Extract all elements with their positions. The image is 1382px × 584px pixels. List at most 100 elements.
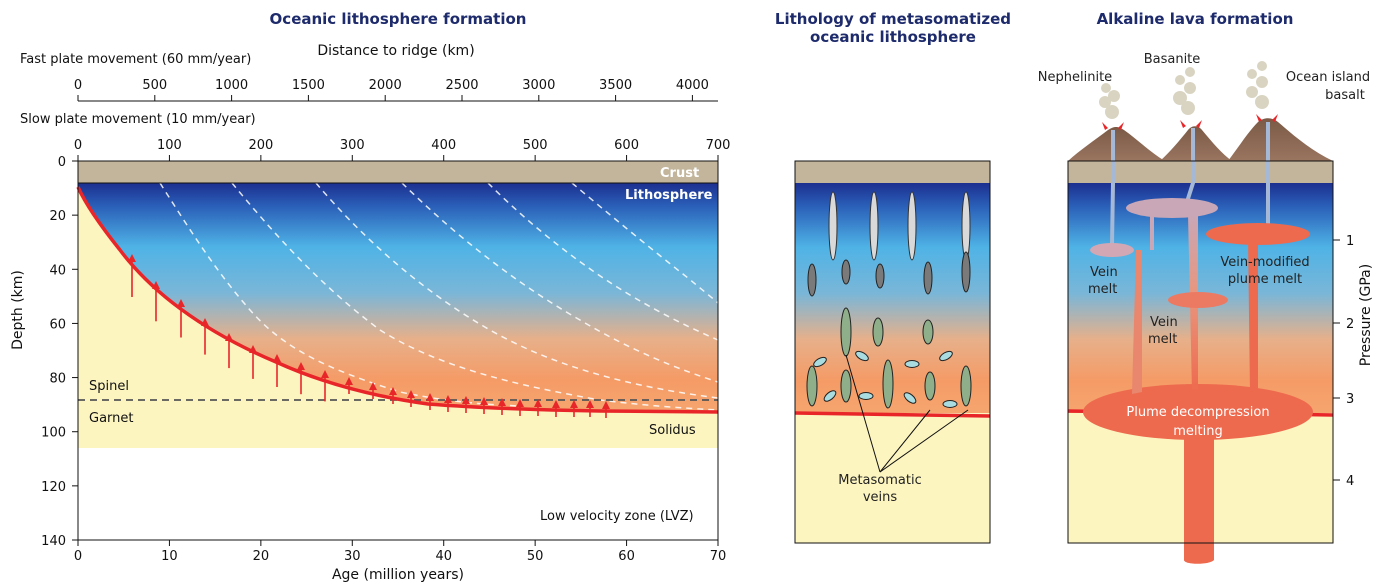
oib-label-2: basalt (1325, 88, 1365, 103)
vein-ellipse (960, 365, 972, 407)
volcano-basanite (1160, 126, 1232, 161)
vein-ellipse (907, 191, 917, 261)
age-tick-label: 60 (618, 549, 635, 564)
pressure-tick-label: 4 (1346, 474, 1354, 489)
distance-tick-label: 2000 (369, 78, 402, 93)
vein-ellipse (882, 359, 894, 409)
age-tick-label: 40 (435, 549, 452, 564)
plume-head (1083, 384, 1313, 440)
depth-axis-title: Depth (km) (10, 270, 26, 350)
crust-layer (78, 161, 718, 183)
vein-ellipse (961, 191, 971, 261)
distance-tick-label: 0 (74, 78, 82, 93)
vein-ellipse (924, 371, 936, 401)
eruption-smoke (1099, 61, 1269, 119)
vein-ellipse (806, 365, 818, 407)
pressure-axis-ticks: 1 2 3 4 (1333, 234, 1354, 489)
panel2-frame (794, 160, 991, 544)
vein-modified-plume-pool (1206, 223, 1310, 245)
panel2-title-line2: oceanic lithosphere (810, 28, 976, 46)
volcano-ocean-island (1228, 118, 1333, 161)
lvz-label: Low velocity zone (LVZ) (540, 509, 694, 524)
slow-tick-label: 100 (157, 138, 182, 153)
plume-stem (1184, 414, 1214, 564)
garnet-label: Garnet (89, 411, 134, 426)
depth-tick-label: 60 (49, 317, 66, 332)
vein-bleb (904, 360, 920, 368)
panel3-title: Alkaline lava formation (1097, 10, 1294, 28)
plume-label-2: melting (1173, 424, 1222, 439)
slow-tick-label: 0 (74, 138, 82, 153)
depth-tick-label: 80 (49, 372, 66, 387)
metasomatic-veins-group (806, 191, 972, 409)
pressure-tick-label: 3 (1346, 392, 1354, 407)
depth-tick-label: 20 (49, 209, 66, 224)
isotherm-lines (159, 182, 719, 411)
conduits (1110, 122, 1270, 246)
slow-tick-label: 400 (431, 138, 456, 153)
spinel-label: Spinel (89, 379, 129, 394)
panel1-title: Oceanic lithosphere formation (270, 10, 527, 28)
vein-ellipse (828, 191, 838, 261)
lithosphere-gradient (78, 183, 718, 412)
pressure-tick-label: 1 (1346, 234, 1354, 249)
slow-axis-ticks: 0 100 200 300 400 500 600 700 (74, 138, 731, 161)
age-axis-title: Age (million years) (332, 567, 464, 583)
vein-melt-label-1a: Vein (1090, 265, 1118, 280)
basanite-label: Basanite (1144, 52, 1201, 67)
nephelinite-label: Nephelinite (1038, 70, 1112, 85)
plume-label-1: Plume decompression (1126, 405, 1269, 420)
panel2-mantle (795, 413, 990, 543)
vein-ellipse (840, 369, 852, 403)
panel2-solidus (794, 411, 991, 418)
volcano-nephelinite (1068, 127, 1165, 161)
upwelling-arrows (128, 254, 610, 418)
vein-melt-label-2b: melt (1148, 332, 1177, 347)
vein-ellipse (841, 259, 851, 285)
vein-melt-pool-2 (1126, 198, 1218, 218)
panel2-title-line1: Lithology of metasomatized (775, 10, 1011, 28)
depth-tick-label: 120 (41, 480, 66, 495)
vein-bleb (823, 390, 837, 402)
distance-axis-title: Distance to ridge (km) (317, 43, 474, 59)
vein-bleb (903, 392, 917, 404)
vein-ellipse (872, 317, 884, 347)
age-tick-label: 10 (161, 549, 178, 564)
panel3-crust (1068, 161, 1333, 183)
lithosphere-label: Lithosphere (625, 188, 713, 203)
plume-system (1083, 198, 1313, 564)
vein-modified-label-1: Vein-modified (1220, 255, 1309, 270)
vein-ellipse (807, 263, 817, 297)
distance-axis-ticks: 0 500 1000 1500 2000 2500 3000 3500 4000 (74, 78, 709, 101)
vein-ellipse (869, 191, 879, 261)
vein-melt-label-1b: melt (1088, 282, 1117, 297)
pressure-tick-label: 2 (1346, 317, 1354, 332)
slow-tick-label: 200 (248, 138, 273, 153)
vein-ellipse (922, 319, 934, 345)
distance-tick-label: 2500 (445, 78, 478, 93)
age-tick-label: 30 (344, 549, 361, 564)
distance-tick-label: 3500 (599, 78, 632, 93)
volcanoes (1068, 118, 1333, 161)
lava-sparks (1102, 114, 1278, 130)
panel3-frame (1067, 160, 1334, 544)
depth-tick-label: 140 (41, 534, 66, 549)
age-tick-label: 50 (527, 549, 544, 564)
slow-tick-label: 700 (706, 138, 731, 153)
vein-modified-label-2: plume melt (1228, 272, 1302, 287)
vein-bleb (813, 356, 827, 368)
veins-label-line2: veins (863, 490, 898, 505)
vein-bleb (939, 350, 953, 362)
distance-tick-label: 1500 (292, 78, 325, 93)
slow-tick-label: 300 (340, 138, 365, 153)
vein-ellipse (840, 307, 852, 357)
veins-pointer-lines (845, 354, 969, 473)
vein-melt-label-2a: Vein (1150, 315, 1178, 330)
vein-melt-pool-1 (1090, 243, 1134, 257)
distance-tick-label: 4000 (676, 78, 709, 93)
age-tick-label: 70 (710, 549, 727, 564)
depth-tick-label: 40 (49, 263, 66, 278)
vein-bleb (855, 350, 869, 362)
crust-label: Crust (660, 166, 699, 181)
